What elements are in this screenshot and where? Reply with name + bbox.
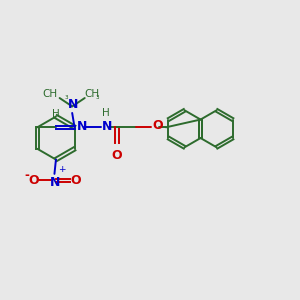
Text: O: O bbox=[28, 174, 39, 187]
Text: -: - bbox=[25, 169, 29, 182]
Text: ₃: ₃ bbox=[95, 92, 99, 101]
Text: N: N bbox=[68, 98, 78, 111]
Text: H: H bbox=[102, 108, 110, 118]
Text: O: O bbox=[152, 119, 163, 132]
Text: N: N bbox=[76, 120, 87, 133]
Text: O: O bbox=[70, 174, 81, 187]
Text: H: H bbox=[52, 109, 60, 119]
Text: N: N bbox=[50, 176, 60, 189]
Text: CH: CH bbox=[85, 89, 100, 100]
Text: +: + bbox=[58, 165, 65, 174]
Text: N: N bbox=[102, 120, 112, 133]
Text: CH: CH bbox=[42, 89, 57, 100]
Text: ₃: ₃ bbox=[65, 92, 69, 101]
Text: O: O bbox=[112, 149, 122, 162]
